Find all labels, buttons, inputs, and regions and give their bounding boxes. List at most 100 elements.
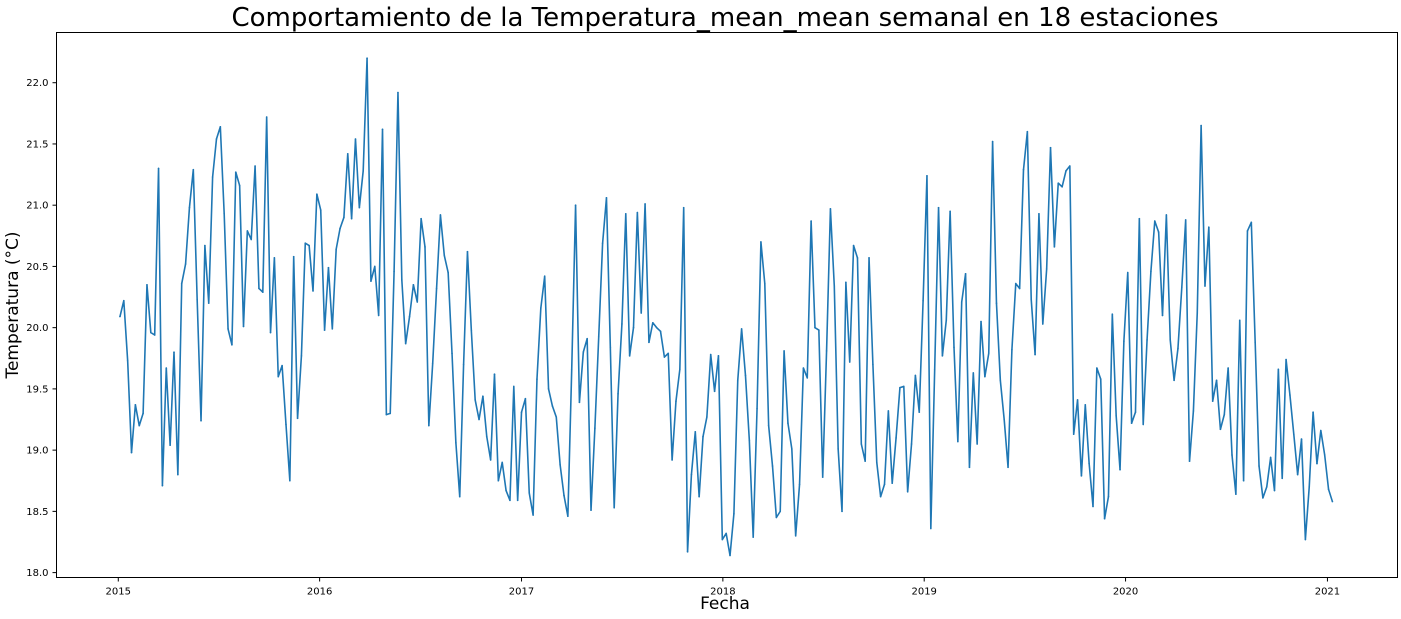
data-point	[632, 326, 635, 329]
data-point	[721, 538, 724, 541]
data-point	[1316, 462, 1318, 465]
data-point	[265, 116, 268, 118]
data-point	[1161, 314, 1164, 317]
data-point	[1215, 379, 1218, 382]
data-point	[875, 461, 878, 464]
data-point	[833, 285, 836, 287]
data-point	[845, 281, 847, 284]
data-point	[903, 385, 905, 388]
data-point	[933, 368, 936, 371]
data-point	[1030, 298, 1033, 301]
data-point	[756, 407, 758, 410]
y-tick-label: 20.0	[26, 323, 48, 334]
data-point	[269, 331, 272, 334]
data-point	[760, 241, 762, 243]
data-point	[1292, 433, 1295, 436]
data-point	[652, 321, 654, 324]
data-point	[1246, 230, 1249, 232]
data-point	[957, 440, 959, 443]
data-point	[864, 460, 866, 462]
data-point	[987, 352, 990, 355]
data-point	[791, 448, 793, 450]
data-point	[621, 323, 623, 325]
data-point	[300, 355, 303, 357]
data-point	[153, 334, 156, 336]
chart-title: Comportamiento de la Temperatura_mean_me…	[231, 3, 1218, 33]
data-point	[1092, 505, 1094, 508]
data-point	[868, 257, 870, 259]
data-point	[698, 495, 700, 498]
data-point	[165, 367, 168, 369]
data-point	[1022, 168, 1025, 171]
data-point	[1320, 429, 1322, 432]
data-point	[1223, 413, 1226, 416]
data-point	[605, 197, 608, 199]
data-point	[1327, 488, 1330, 491]
data-point	[482, 395, 484, 398]
data-point	[1007, 466, 1009, 469]
data-point	[1014, 282, 1017, 285]
data-point	[740, 328, 743, 330]
y-tick-label: 20.5	[26, 262, 48, 273]
data-point	[918, 411, 921, 413]
data-point	[458, 495, 461, 498]
data-point	[713, 390, 716, 393]
data-point	[234, 171, 237, 173]
data-point	[841, 510, 843, 513]
data-point	[910, 443, 913, 445]
data-point	[984, 375, 986, 378]
data-point	[980, 320, 982, 323]
x-axis: 2015 2016 2017 2018 2019 2020 2021	[106, 577, 1340, 598]
data-point	[1254, 341, 1256, 344]
data-point	[381, 128, 384, 131]
data-point	[1115, 415, 1117, 417]
data-point	[277, 375, 280, 378]
data-point	[308, 244, 310, 247]
data-point	[648, 341, 650, 344]
data-point	[524, 397, 527, 400]
x-tick-label: 2016	[307, 587, 332, 598]
data-point	[393, 270, 395, 273]
data-point	[640, 312, 643, 314]
data-point	[1308, 486, 1311, 488]
data-point	[617, 392, 619, 395]
data-point	[814, 326, 816, 329]
data-point	[872, 363, 874, 366]
data-point	[331, 328, 334, 330]
data-point	[1165, 214, 1168, 216]
data-point	[119, 315, 121, 318]
data-point	[161, 484, 164, 487]
data-point	[906, 490, 909, 493]
data-point	[346, 152, 349, 155]
data-point	[949, 210, 951, 213]
data-point	[1138, 217, 1141, 220]
data-point	[1042, 323, 1044, 325]
data-point	[126, 359, 129, 362]
data-point	[860, 443, 863, 445]
data-point	[366, 57, 368, 60]
data-point	[829, 208, 832, 210]
data-point	[852, 244, 855, 247]
y-axis: 18.0 18.5 19.0 19.5 20.0 20.5 21.0 21.5 22.0	[26, 78, 57, 579]
data-point	[798, 483, 801, 486]
data-point	[412, 283, 415, 286]
data-point	[613, 506, 615, 509]
data-point	[1119, 468, 1121, 471]
data-point	[729, 554, 731, 557]
data-point	[339, 227, 341, 230]
data-point	[304, 242, 307, 244]
data-point	[1169, 339, 1172, 341]
data-point	[493, 373, 496, 376]
data-point	[211, 176, 214, 178]
data-point	[895, 437, 897, 439]
data-point	[628, 355, 631, 357]
x-tick-label: 2015	[106, 587, 131, 598]
data-point	[1130, 422, 1133, 424]
data-point	[1153, 220, 1156, 222]
data-point	[995, 302, 998, 304]
data-point	[1134, 411, 1137, 413]
data-point	[1238, 319, 1241, 322]
data-point	[466, 250, 469, 253]
data-point	[343, 216, 345, 219]
